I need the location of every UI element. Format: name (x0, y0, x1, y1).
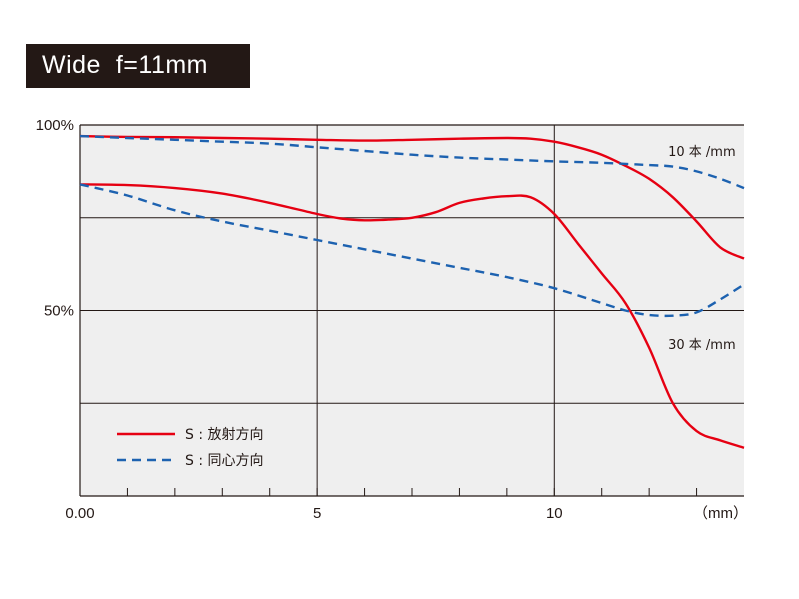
x-tick-label: 5 (313, 505, 321, 522)
y-tick-label: 100% (36, 117, 74, 134)
chart-title: Wide f=11mm (42, 51, 208, 79)
legend-label-solid: S : 放射方向 (185, 427, 264, 443)
x-unit-label: （mm） (693, 505, 748, 522)
frequency-label-10lp: 10 本 /mm (668, 145, 736, 160)
series-line-sagittal-10lp (79, 134, 745, 260)
series-line-sagittal-30lp (79, 183, 745, 449)
series-line-meridional-10lp (79, 134, 745, 190)
series-line-meridional-30lp (79, 183, 745, 318)
legend-label-dashed: S : 同心方向 (185, 453, 264, 469)
x-tick-label: 0.00 (65, 505, 94, 522)
x-tick-label: 10 (546, 505, 563, 522)
y-tick-label: 50% (44, 303, 74, 320)
chart-title-box: Wide f=11mm (26, 44, 250, 88)
frequency-label-30lp: 30 本 /mm (668, 338, 736, 353)
